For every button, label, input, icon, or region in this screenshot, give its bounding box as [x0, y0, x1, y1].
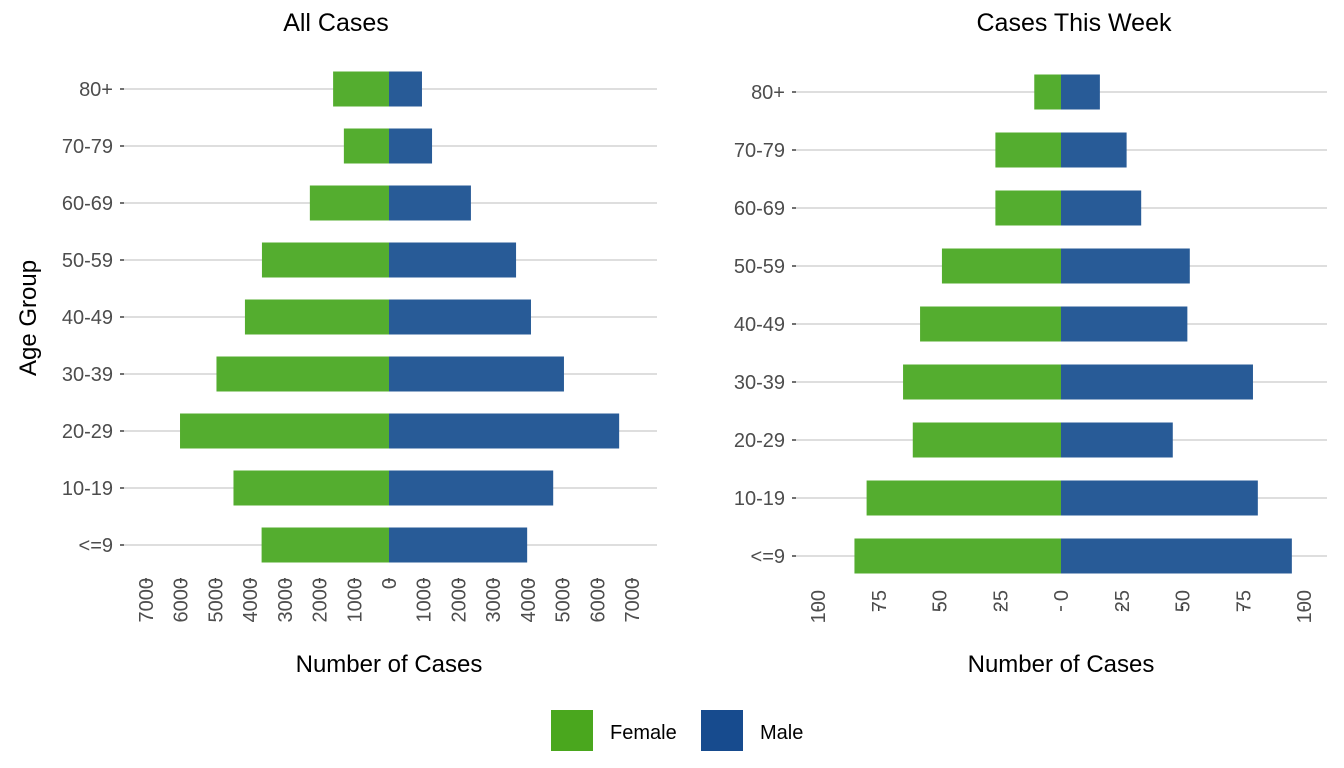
bar-male-10-19 [389, 470, 554, 506]
bar-male-<=9 [389, 527, 528, 563]
y-tick-label: 20-29 [734, 430, 785, 452]
x-tick-label: 3000 [275, 578, 297, 623]
bar-male-60-69 [1061, 190, 1142, 226]
y-tick-label: 50-59 [734, 256, 785, 278]
bar-female-50-59 [941, 248, 1061, 284]
bar-male-20-29 [389, 413, 620, 449]
x-tick-label: 6000 [171, 578, 193, 623]
y-tick-label: 40-49 [62, 307, 113, 329]
legend-swatch-male [701, 710, 743, 751]
bar-female-40-49 [920, 306, 1061, 342]
bar-male-<=9 [1061, 538, 1292, 574]
x-tick-label: 75 [1233, 590, 1255, 612]
bar-male-50-59 [1061, 248, 1190, 284]
x-tick-label: 5000 [553, 578, 575, 623]
bar-female-60-69 [995, 190, 1061, 226]
x-tick-label: 75 [869, 590, 891, 612]
bar-female-30-39 [903, 364, 1061, 400]
x-tick-label: 25 [990, 590, 1012, 612]
x-tick-label: 50 [1173, 590, 1195, 612]
y-tick-label: 20-29 [62, 421, 113, 443]
bar-female-70-79 [995, 132, 1061, 168]
x-tick-label: 25 [1112, 590, 1134, 612]
y-tick-label: 10-19 [62, 478, 113, 500]
x-tick-label: 2000 [448, 578, 470, 623]
bar-male-40-49 [389, 299, 531, 335]
x-tick-label: 1000 [344, 578, 366, 623]
x-tick-label: 100 [1294, 590, 1316, 623]
bar-male-40-49 [1061, 306, 1188, 342]
x-tick-label: 0 [1051, 590, 1073, 601]
y-tick-label: <=9 [79, 535, 113, 557]
bar-female-80+ [333, 71, 389, 107]
bar-female-<=9 [854, 538, 1061, 574]
panel-all-cases: All Cases Number of Cases Age Group <=9 1… [15, 9, 657, 678]
legend-label-male: Male [760, 722, 803, 744]
bar-male-80+ [389, 71, 422, 107]
bar-female-40-49 [244, 299, 389, 335]
x-tick-label: 100 [808, 590, 830, 623]
y-tick-label: 70-79 [62, 136, 113, 158]
bar-female-80+ [1034, 74, 1061, 110]
y-tick-label: 60-69 [62, 193, 113, 215]
y-tick-label: 70-79 [734, 140, 785, 162]
x-tick-label: 2000 [310, 578, 332, 623]
x-tick-label: 6000 [587, 578, 609, 623]
bar-female-50-59 [261, 242, 389, 278]
y-tick-label: 80+ [751, 82, 785, 104]
bar-male-20-29 [1061, 422, 1173, 458]
panel-cases-this-week: Cases This Week Number of Cases <=9 10-19… [734, 9, 1327, 678]
bar-male-70-79 [389, 128, 433, 164]
y-tick-label: 10-19 [734, 488, 785, 510]
bar-female-10-19 [233, 470, 389, 506]
bar-male-30-39 [1061, 364, 1253, 400]
bar-female-20-29 [180, 413, 389, 449]
bar-female-70-79 [343, 128, 389, 164]
x-tick-label: 3000 [483, 578, 505, 623]
y-tick-label: 50-59 [62, 250, 113, 272]
legend: Female Male [551, 710, 803, 751]
bar-female-30-39 [216, 356, 389, 392]
x-tick-label: 7000 [622, 578, 644, 623]
bar-male-80+ [1061, 74, 1100, 110]
x-axis-title: Number of Cases [968, 651, 1155, 678]
y-tick-label: 30-39 [734, 372, 785, 394]
y-tick-label: 40-49 [734, 314, 785, 336]
bar-male-10-19 [1061, 480, 1258, 516]
chart-title: Cases This Week [977, 9, 1172, 37]
y-axis-title: Age Group [15, 260, 42, 376]
x-tick-label: 4000 [518, 578, 540, 623]
y-tick-label: <=9 [751, 546, 785, 568]
y-tick-label: 80+ [79, 79, 113, 101]
bar-male-30-39 [389, 356, 564, 392]
bar-male-70-79 [1061, 132, 1127, 168]
x-tick-label: 4000 [240, 578, 262, 623]
y-tick-label: 30-39 [62, 364, 113, 386]
y-tick-label: 60-69 [734, 198, 785, 220]
bar-female-60-69 [309, 185, 389, 221]
bar-female-20-29 [912, 422, 1061, 458]
x-tick-label: 50 [930, 590, 952, 612]
chart-title: All Cases [283, 9, 389, 37]
bar-male-50-59 [389, 242, 517, 278]
legend-swatch-female [551, 710, 593, 751]
x-tick-label: 0 [379, 578, 401, 589]
bar-female-10-19 [866, 480, 1061, 516]
x-tick-label: 5000 [205, 578, 227, 623]
x-tick-label: 1000 [414, 578, 436, 623]
x-axis-title: Number of Cases [296, 651, 483, 678]
legend-label-female: Female [610, 722, 677, 744]
bar-female-<=9 [261, 527, 389, 563]
x-tick-label: 7000 [136, 578, 158, 623]
bar-male-60-69 [389, 185, 471, 221]
